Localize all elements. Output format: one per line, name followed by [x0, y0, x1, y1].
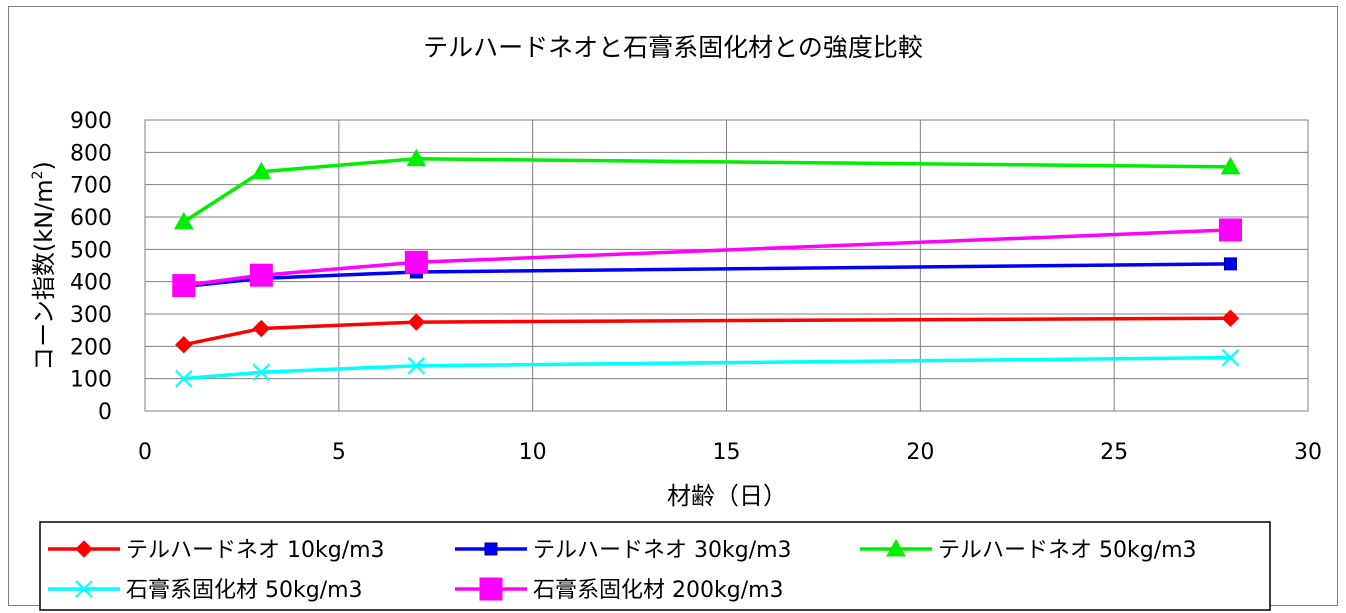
- legend-item: 石膏系固化材 50kg/m3: [48, 578, 363, 603]
- y-tick-label: 800: [70, 141, 112, 166]
- series-group: [172, 148, 1242, 388]
- series-line: [183, 262, 1231, 289]
- x-tick-labels: 0 5 10 15 20 25 30: [138, 440, 1322, 465]
- x-axis-label: 材齢（日）: [667, 482, 787, 510]
- y-axis-label: コーン指数(kN/m2): [30, 161, 58, 371]
- x-tick-label: 30: [1294, 440, 1322, 465]
- y-tick-label: 100: [70, 368, 112, 393]
- series-line: [182, 157, 1231, 224]
- series-line: [183, 228, 1231, 288]
- x-tick-label: 0: [138, 440, 152, 465]
- legend-label: テルハードネオ 30kg/m3: [533, 538, 792, 563]
- series-4: [175, 348, 1240, 388]
- data-point: [406, 148, 427, 167]
- data-point: [1223, 257, 1237, 271]
- y-tick-label: 400: [70, 271, 112, 296]
- y-axis-label-close: ): [30, 161, 58, 170]
- series-5: [172, 218, 1242, 298]
- legend-swatch-marker: [479, 577, 503, 601]
- data-point: [252, 319, 271, 338]
- data-point: [407, 313, 426, 331]
- legend-item: テルハードネオ 30kg/m3: [455, 538, 792, 563]
- x-tick-label: 10: [519, 440, 547, 465]
- y-tick-labels: 0 100 200 300 400 500 600 700 800 900: [70, 109, 112, 425]
- y-tick-label: 500: [70, 238, 112, 263]
- legend-label: 石膏系固化材 200kg/m3: [533, 578, 784, 603]
- y-tick-label: 300: [70, 303, 112, 328]
- data-point: [172, 274, 196, 298]
- data-point: [1220, 156, 1241, 175]
- legend-label: テルハードネオ 50kg/m3: [938, 538, 1197, 563]
- y-tick-label: 200: [70, 335, 112, 360]
- y-tick-label: 700: [70, 174, 112, 199]
- data-point: [404, 250, 428, 274]
- legend-swatch-marker: [75, 580, 93, 598]
- series-1: [175, 309, 1240, 354]
- data-point: [173, 211, 194, 230]
- y-axis-label-main: コーン指数(kN/m: [30, 179, 58, 370]
- y-tick-label: 600: [70, 206, 112, 231]
- data-point: [1221, 348, 1240, 367]
- data-point: [407, 357, 426, 375]
- x-tick-label: 15: [713, 440, 741, 465]
- legend-swatch-marker: [484, 542, 498, 556]
- legend-swatch-marker: [75, 540, 93, 558]
- series-3: [173, 148, 1241, 230]
- x-tick-label: 25: [1100, 440, 1128, 465]
- data-point: [251, 161, 272, 180]
- data-point: [252, 363, 271, 381]
- y-axis-label-superscript: 2: [30, 170, 46, 179]
- legend-box: [39, 521, 1271, 611]
- data-point: [175, 336, 193, 354]
- chart-title: テルハードネオと石膏系固化材との強度比較: [423, 33, 923, 62]
- legend-label: 石膏系固化材 50kg/m3: [126, 578, 363, 603]
- legend-swatch-marker: [886, 538, 906, 557]
- data-point: [1218, 218, 1242, 242]
- legend-item: テルハードネオ 50kg/m3: [860, 538, 1197, 563]
- series-line: [183, 355, 1231, 381]
- legend-item: テルハードネオ 10kg/m3: [48, 538, 385, 563]
- data-point: [249, 263, 273, 287]
- legend-label: テルハードネオ 10kg/m3: [126, 538, 385, 563]
- x-tick-label: 5: [332, 440, 346, 465]
- x-tick-label: 20: [906, 440, 934, 465]
- legend-item: 石膏系固化材 200kg/m3: [455, 577, 784, 603]
- series-line: [183, 316, 1231, 347]
- y-tick-label: 900: [70, 109, 112, 134]
- y-axis-label-group: コーン指数(kN/m2): [30, 161, 58, 371]
- y-tick-label: 0: [98, 400, 112, 425]
- legend: テルハードネオ 10kg/m3 テルハードネオ 30kg/m3 テルハードネオ 50…: [39, 521, 1271, 611]
- data-point: [175, 369, 193, 388]
- data-point: [1221, 309, 1240, 327]
